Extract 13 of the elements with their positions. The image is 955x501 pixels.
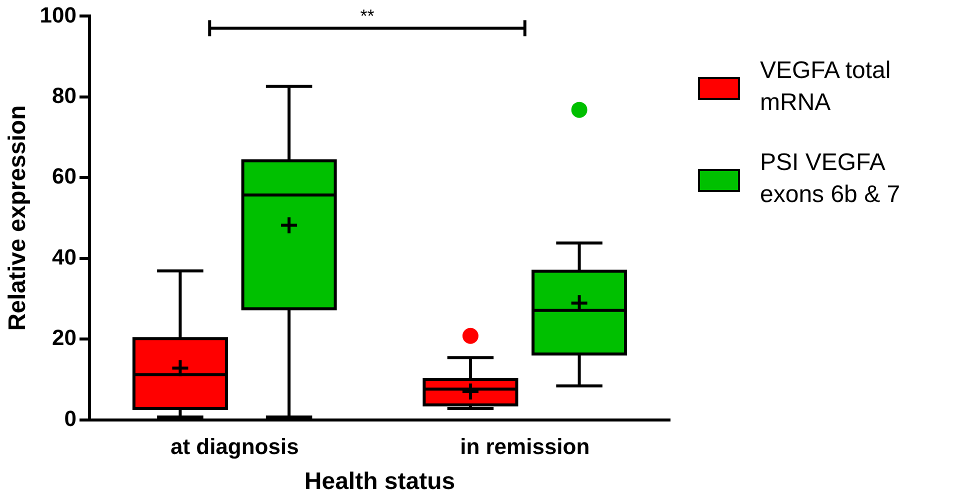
y-tick-label: 80 [52, 82, 77, 108]
annotation: ** [360, 6, 374, 26]
y-axis-title: Relative expression [4, 105, 32, 331]
x-axis-title: Health status [304, 468, 456, 496]
y-tick-label: 40 [52, 244, 77, 270]
x-tick-label: at diagnosis [170, 434, 299, 460]
legend-label: VEGFA total mRNA [760, 56, 892, 118]
y-tick-label: 20 [52, 325, 77, 350]
y-tick-label: 0 [64, 406, 77, 431]
y-tick-label: 100 [40, 2, 77, 28]
y-tick-label: 60 [52, 164, 77, 189]
x-tick-label: in remission [460, 434, 590, 460]
legend-label: PSI VEGFA exons 6b & 7 [760, 148, 902, 210]
